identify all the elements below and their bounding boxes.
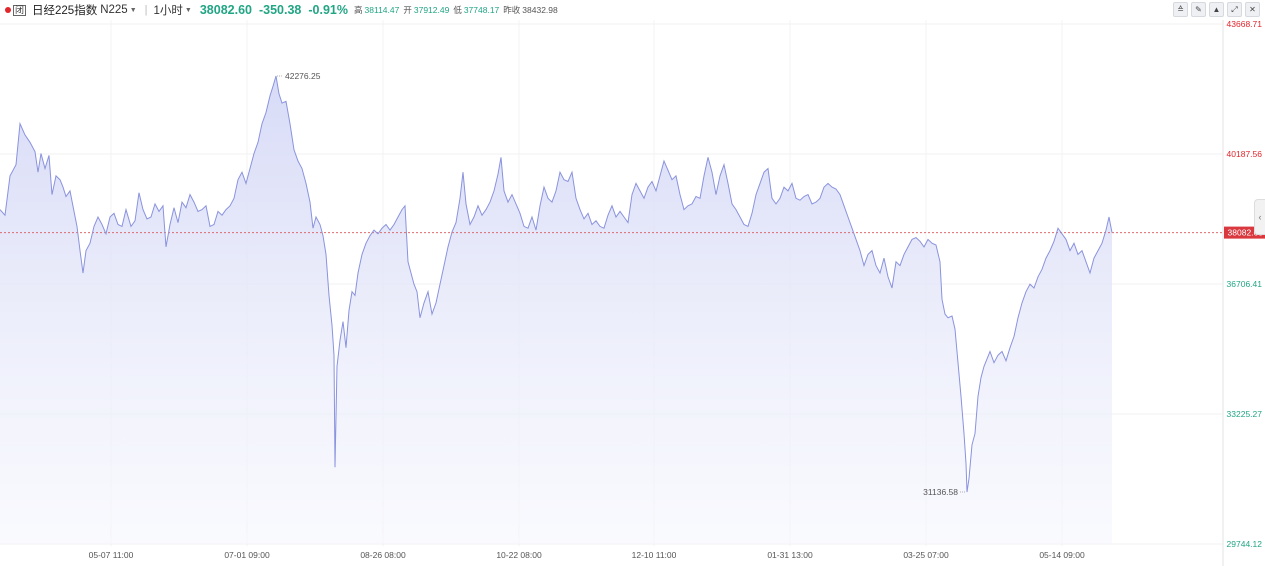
x-axis: 05-07 11:00 07-01 09:00 08-26 08:00 10-22 0…	[89, 550, 1085, 560]
close-icon[interactable]: ✕	[1245, 2, 1260, 17]
x-tick-label: 05-07 11:00	[89, 550, 134, 560]
price-change-percent: -0.91%	[308, 3, 348, 17]
x-tick-label: 05-14 09:00	[1039, 550, 1085, 560]
index-code[interactable]: N225	[100, 4, 128, 16]
x-tick-label: 12-10 11:00	[632, 550, 677, 560]
x-tick-label: 10-22 08:00	[496, 550, 542, 560]
header-divider: |	[144, 4, 148, 16]
prev-close-label: 昨收	[503, 5, 521, 15]
high-value: 38114.47	[364, 5, 400, 15]
high-label: 高	[354, 5, 363, 15]
prev-close-value: 38432.98	[522, 5, 558, 15]
price-change: -350.38	[258, 3, 302, 17]
x-tick-label: 08-26 08:00	[360, 550, 406, 560]
max-price-label: 42276.25	[285, 71, 321, 81]
y-tick-label: 33225.27	[1227, 409, 1263, 419]
index-title[interactable]: 日经225指数	[32, 5, 98, 17]
x-tick-label: 07-01 09:00	[224, 550, 270, 560]
market-status-badge: 闭	[13, 4, 27, 16]
chart-toolbar: ≙ ✎ ▲ ⤢ ✕	[1173, 2, 1260, 17]
symbol-dropdown-icon[interactable]: ▼	[129, 6, 137, 14]
open-value: 37912.49	[413, 5, 450, 15]
y-tick-label: 40187.56	[1227, 149, 1263, 159]
low-value: 37748.17	[463, 5, 500, 15]
last-price: 38082.60	[199, 3, 252, 17]
low-label: 低	[453, 5, 462, 15]
interval-dropdown-icon[interactable]: ▼	[184, 6, 192, 14]
open-label: 开	[403, 5, 412, 15]
price-area	[0, 76, 1112, 544]
chart-annotations: 42276.25 31136.58	[277, 71, 966, 497]
y-tick-label: 36706.41	[1227, 279, 1263, 289]
expand-icon[interactable]: ⤢	[1227, 2, 1242, 17]
area-chart-icon[interactable]: ▲	[1209, 2, 1224, 17]
collapse-panel-handle[interactable]: ‹	[1254, 199, 1265, 235]
y-tick-label: 29744.12	[1227, 539, 1263, 549]
market-status-dot	[5, 7, 11, 13]
price-line	[0, 75, 1113, 493]
pencil-draw-icon[interactable]: ✎	[1191, 2, 1206, 17]
candlestick-type-icon[interactable]: ≙	[1173, 2, 1188, 17]
y-tick-label: 43668.71	[1227, 19, 1263, 29]
y-axis: 43668.71 40187.56 36706.41 33225.27 29744.12…	[1224, 19, 1265, 549]
x-tick-label: 03-25 07:00	[903, 550, 949, 560]
chart-header: 闭 日经225指数 N225 ▼ | 1小时 ▼ 38082.60 -350.3…	[0, 0, 1265, 20]
min-price-label: 31136.58	[923, 487, 958, 497]
interval-selector[interactable]: 1小时	[153, 5, 183, 17]
x-tick-label: 01-31 13:00	[767, 550, 813, 560]
current-price-tag-label: 38082.60	[1228, 228, 1264, 238]
